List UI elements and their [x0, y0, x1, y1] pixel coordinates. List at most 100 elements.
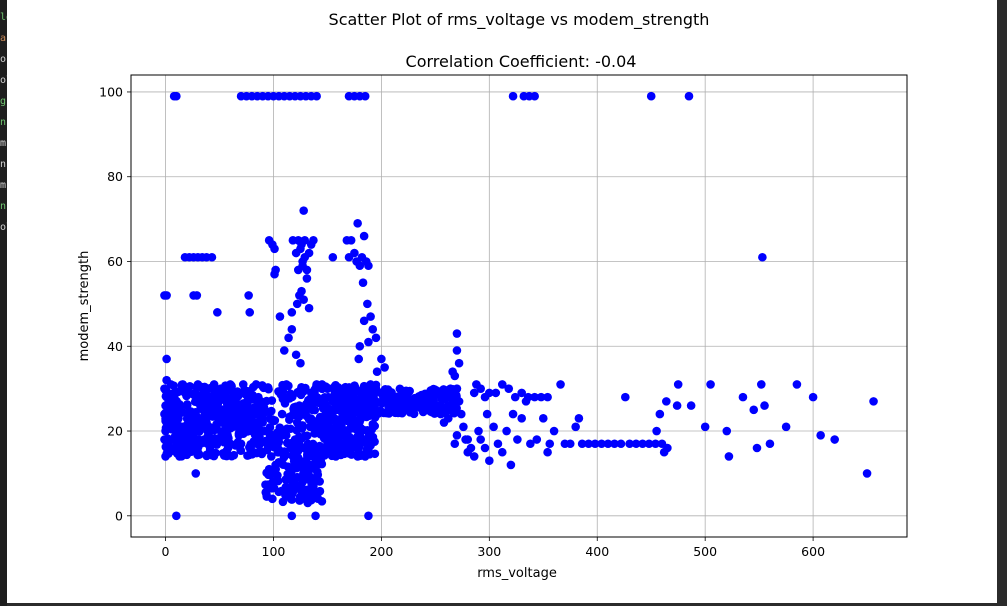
scatter-point [450, 439, 460, 449]
scatter-point [362, 434, 372, 444]
scatter-point [173, 443, 182, 453]
scatter-point [161, 426, 170, 436]
scatter-point [350, 401, 359, 410]
scatter-point [383, 385, 393, 394]
scatter-point [644, 439, 654, 449]
scatter-point [485, 388, 494, 398]
scatter-point [278, 497, 288, 507]
scatter-point [339, 392, 348, 402]
scatter-points [160, 91, 878, 521]
scatter-point [269, 477, 278, 487]
scatter-point [574, 414, 584, 423]
scatter-point [267, 452, 276, 461]
scatter-point [662, 397, 671, 406]
scatter-point [417, 390, 426, 400]
scatter-point [476, 384, 485, 393]
scatter-point [193, 380, 203, 389]
figure-canvas: Scatter Plot of rms_voltage vs modem_str… [7, 0, 997, 603]
scatter-point [204, 430, 214, 440]
x-tick-label: 100 [262, 544, 286, 559]
scatter-point [169, 388, 179, 398]
grid-lines [131, 75, 907, 537]
y-tick-label: 60 [107, 254, 123, 269]
scatter-point [545, 439, 555, 449]
scatter-point [286, 424, 295, 434]
scatter-point [291, 350, 301, 360]
scatter-point [359, 316, 369, 326]
scatter-point [386, 405, 395, 415]
scatter-point [408, 408, 418, 418]
scatter-point [282, 438, 292, 448]
scatter-point [303, 439, 313, 449]
y-tick-label: 20 [107, 424, 123, 439]
scatter-point [577, 439, 587, 449]
scatter-point [758, 252, 767, 262]
scatter-point [752, 443, 762, 453]
scatter-point [251, 380, 261, 389]
scatter-point [302, 274, 312, 283]
scatter-point [517, 388, 526, 398]
scatter-point [436, 409, 446, 419]
scatter-point [206, 439, 216, 449]
scatter-point [172, 91, 181, 101]
scatter-point [160, 409, 169, 419]
scatter-point [286, 469, 296, 478]
x-tick-label: 500 [693, 544, 717, 559]
code-fragment: o [0, 54, 7, 65]
scatter-point [354, 354, 364, 364]
scatter-point [180, 388, 190, 398]
scatter-point [765, 439, 775, 449]
scatter-point [749, 405, 759, 415]
scatter-point [372, 367, 382, 376]
scatter-point [160, 435, 169, 444]
code-fragment: n [0, 117, 7, 128]
scatter-point [323, 426, 333, 436]
scatter-point [356, 423, 366, 433]
scatter-point [298, 477, 307, 487]
scatter-point [223, 443, 233, 453]
scatter-point [292, 418, 302, 427]
scatter-point [346, 439, 356, 449]
notebook-sidebar-strip: ldaoolgnmnmnol [0, 0, 7, 606]
axes-title: Correlation Coefficient: -0.04 [406, 52, 637, 71]
scatter-point [371, 396, 380, 406]
scatter-point [355, 431, 365, 441]
scatter-point [249, 439, 259, 449]
scatter-point [247, 426, 257, 436]
scatter-point [196, 392, 206, 402]
x-tick-label: 400 [585, 544, 609, 559]
scatter-point [346, 236, 356, 245]
scatter-point [172, 397, 181, 406]
scatter-point [655, 409, 665, 419]
scatter-point [230, 405, 239, 415]
scatter-point [491, 388, 501, 398]
x-tick-label: 300 [477, 544, 501, 559]
scatter-point [194, 421, 203, 431]
scatter-point [296, 358, 305, 368]
scatter-point [830, 435, 839, 444]
scatter-point [328, 252, 338, 262]
scatter-point [299, 407, 309, 417]
scatter-point [364, 337, 373, 347]
scatter-point [474, 426, 483, 436]
scatter-point [565, 439, 575, 449]
scatter-point [200, 405, 209, 415]
scatter-point [332, 424, 342, 434]
scatter-point [222, 451, 231, 461]
scatter-point [287, 308, 297, 317]
scatter-point [309, 481, 318, 491]
figure-suptitle: Scatter Plot of rms_voltage vs modem_str… [329, 10, 710, 30]
scatter-point [312, 91, 321, 101]
scatter-point [209, 380, 219, 389]
scatter-point [869, 397, 878, 406]
scatter-point [359, 231, 369, 241]
scatter-point [287, 495, 297, 504]
scatter-point [339, 430, 348, 440]
scatter-point [323, 384, 332, 393]
scatter-point [508, 91, 518, 101]
scatter-point [279, 392, 289, 402]
scatter-point [244, 291, 253, 300]
y-tick-label: 80 [107, 169, 123, 184]
x-tick-label: 600 [801, 544, 825, 559]
scatter-point [463, 435, 473, 444]
